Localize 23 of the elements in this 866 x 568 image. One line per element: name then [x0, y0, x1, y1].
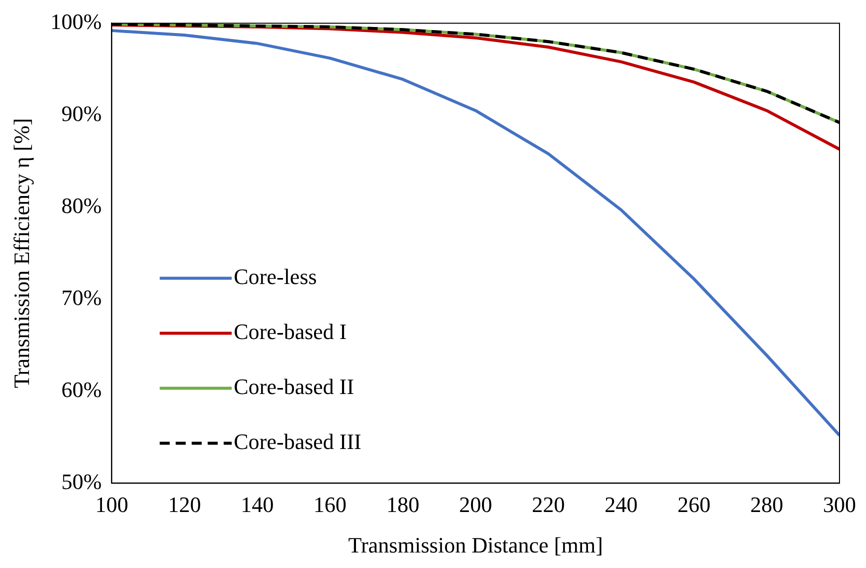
legend-label: Core-based I — [234, 318, 347, 344]
x-tick-label: 200 — [459, 492, 492, 518]
legend-label: Core-based II — [234, 374, 354, 399]
y-tick-label: 90% — [61, 100, 102, 126]
x-tick-label: 240 — [604, 492, 638, 518]
legend-label: Core-less — [234, 264, 317, 289]
x-axis-title: Transmission Distance [mm] — [348, 532, 603, 558]
x-tick-label: 140 — [240, 492, 274, 518]
y-tick-label: 60% — [61, 376, 102, 402]
x-tick-label: 120 — [168, 492, 202, 518]
x-tick-label: 220 — [532, 492, 565, 518]
y-tick-label: 50% — [61, 468, 102, 494]
legend-label: Core-based III — [234, 428, 362, 454]
x-tick-label: 180 — [386, 492, 420, 518]
y-tick-label: 70% — [61, 284, 102, 310]
y-tick-label: 80% — [61, 192, 102, 218]
y-axis-title: Transmission Efficiency η [%] — [8, 118, 34, 388]
x-tick-label: 100 — [95, 492, 128, 518]
y-tick-label: 100% — [50, 8, 102, 34]
x-tick-label: 280 — [750, 492, 784, 518]
x-tick-label: 160 — [314, 492, 347, 518]
x-tick-label: 300 — [823, 492, 856, 518]
x-tick-label: 260 — [677, 492, 710, 518]
